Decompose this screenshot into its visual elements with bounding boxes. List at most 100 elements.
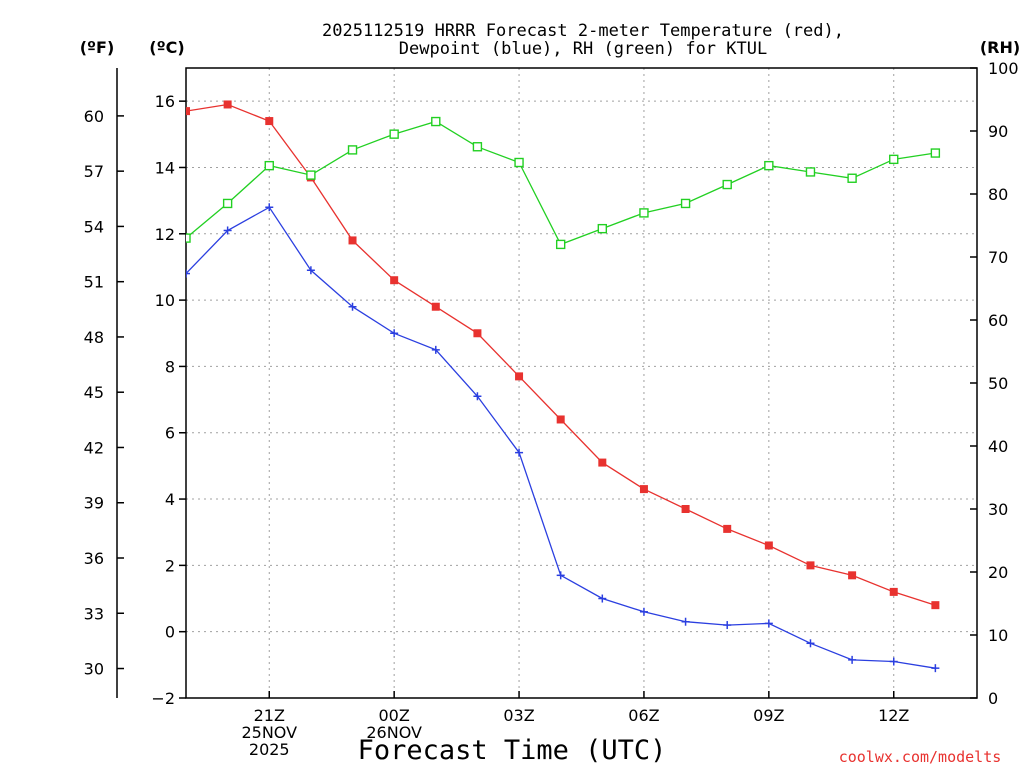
temperature-point (556, 415, 565, 424)
celsius-tick-label: 6 (165, 424, 175, 443)
temperature-point (348, 236, 357, 245)
x-tick-label: 12Z (878, 706, 909, 725)
dewpoint-point (681, 617, 690, 626)
fahrenheit-tick-label: 42 (84, 438, 104, 457)
celsius-tick-label: 14 (155, 158, 175, 177)
rh-point (639, 208, 649, 218)
rh-unit-label: (RH) (980, 38, 1020, 57)
temperature-point (806, 561, 815, 570)
dewpoint-point (265, 203, 274, 212)
dewpoint-point (348, 302, 357, 311)
x-tick-label: 25NOV (241, 723, 297, 742)
dewpoint-point (186, 269, 190, 278)
rh-tick-label: 30 (988, 500, 1008, 519)
dewpoint-point (556, 571, 565, 580)
chart-title-line2: Dewpoint (blue), RH (green) for KTUL (399, 39, 767, 59)
rh-point (930, 148, 941, 158)
temperature-point (223, 100, 232, 109)
grid-lines (186, 68, 977, 698)
dewpoint-point (598, 594, 607, 603)
x-tick-label: 00Z (378, 706, 409, 725)
rh-point (889, 154, 899, 165)
rh-tick-label: 60 (988, 311, 1008, 330)
celsius-tick-label: 10 (155, 291, 175, 310)
dewpoint-line (186, 206, 936, 669)
plot-frame (185, 67, 978, 699)
rh-point (264, 160, 274, 171)
chart-title-line1: 2025112519 HRRR Forecast 2-meter Tempera… (322, 21, 844, 41)
fahrenheit-tick-label: 36 (84, 549, 104, 568)
dewpoint-point (931, 664, 940, 673)
celsius-tick-label: 8 (165, 357, 175, 376)
dewpoint-point (848, 655, 857, 664)
celsius-tick-label: 12 (155, 225, 175, 244)
fahrenheit-tick-label: 51 (84, 273, 104, 292)
fahrenheit-tick-label: 54 (84, 217, 104, 236)
rh-point (306, 170, 316, 180)
dewpoint-point (306, 266, 315, 275)
celsius-tick-label: 16 (155, 92, 175, 111)
rh-point (222, 198, 233, 209)
celsius-tick-label: 4 (165, 490, 175, 509)
temperature-point (186, 107, 190, 116)
rh-tick-label: 10 (988, 626, 1008, 645)
x-tick-label: 26NOV (366, 723, 422, 742)
rh-point (347, 145, 358, 155)
temperature-point (473, 329, 482, 338)
credit-text: coolwx.com/modelts (839, 748, 1002, 766)
rh-tick-label: 20 (988, 563, 1008, 582)
temperature-point (265, 117, 274, 126)
x-tick-label: 06Z (628, 706, 659, 725)
dewpoint-point (889, 657, 898, 666)
dewpoint-point (723, 621, 732, 630)
rh-tick-label: 90 (988, 122, 1008, 141)
fahrenheit-tick-label: 60 (84, 107, 104, 126)
celsius-tick-label: 0 (165, 623, 175, 642)
dewpoint-point (473, 392, 482, 401)
dewpoint-point (639, 607, 648, 616)
fahrenheit-tick-label: 33 (84, 604, 104, 623)
rh-tick-label: 80 (988, 185, 1008, 204)
rh-point (764, 160, 774, 171)
rh-point (555, 239, 566, 250)
rh-point (431, 116, 441, 127)
temperature-line (186, 103, 936, 606)
rh-point (186, 233, 191, 243)
temperature-point (931, 601, 940, 610)
fahrenheit-tick-label: 45 (84, 383, 104, 402)
dewpoint-point (431, 345, 440, 354)
rh-point (722, 179, 732, 190)
dewpoint-point (390, 329, 399, 338)
rh-point (472, 142, 483, 152)
rh-point (514, 157, 524, 168)
rh-point (680, 198, 691, 209)
x-tick-label: 21Z (254, 706, 285, 725)
temperature-point (598, 458, 607, 467)
rh-point (805, 167, 816, 177)
dewpoint-point (806, 639, 815, 648)
temperature-point (848, 571, 857, 580)
rh-point (597, 223, 608, 234)
temperature-point (681, 505, 690, 513)
data-series (186, 100, 941, 673)
dewpoint-point (764, 619, 773, 628)
rh-point (847, 173, 857, 183)
rh-tick-label: 70 (988, 248, 1008, 267)
temperature-point (889, 587, 898, 596)
temperature-point (723, 524, 732, 533)
rh-point (389, 129, 399, 139)
fahrenheit-tick-label: 48 (84, 328, 104, 347)
rh-tick-label: 40 (988, 437, 1008, 456)
celsius-tick-label: 2 (165, 556, 175, 575)
fahrenheit-tick-label: 57 (84, 162, 104, 181)
axes: −2 0 2 4 6 8 10 12 14 16 30 33 36 39 42 45 48 51 54 57 60 0 10… (84, 59, 1019, 759)
x-tick-label: 09Z (753, 706, 784, 725)
rh-tick-label: 50 (988, 374, 1008, 393)
rh-line (186, 120, 936, 246)
temperature-point (639, 485, 648, 494)
temperature-point (390, 276, 399, 285)
temperature-point (431, 302, 440, 311)
fahrenheit-tick-label: 30 (84, 660, 104, 679)
dewpoint-point (223, 226, 232, 235)
